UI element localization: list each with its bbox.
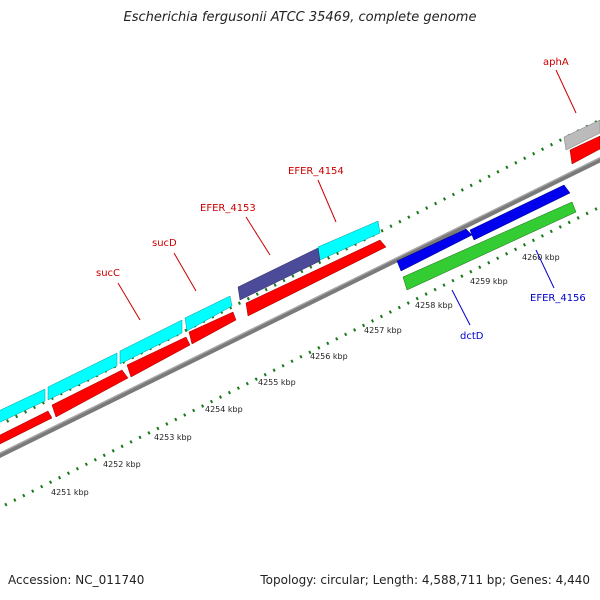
callout-dctd bbox=[451, 289, 471, 326]
callout-efer4153 bbox=[245, 216, 271, 256]
gene-cyan-4[interactable] bbox=[184, 295, 233, 332]
cds-red-3[interactable] bbox=[126, 336, 191, 378]
cds-red-6[interactable] bbox=[569, 135, 600, 165]
lower-tick-row bbox=[4, 205, 600, 507]
callout-sucd bbox=[173, 252, 197, 292]
label-dctd: dctD bbox=[460, 331, 484, 342]
genome-backbone bbox=[0, 157, 600, 458]
topology-summary: Topology: circular; Length: 4,588,711 bp… bbox=[260, 573, 590, 587]
gene-tracks bbox=[0, 119, 600, 449]
kbp-label: 4258 kbp bbox=[415, 301, 453, 310]
label-efer4156: EFER_4156 bbox=[530, 293, 586, 304]
gene-cyan-3[interactable] bbox=[119, 319, 183, 365]
gene-blue-2[interactable] bbox=[469, 184, 571, 241]
kbp-label: 4259 kbp bbox=[470, 277, 508, 286]
accession-label: Accession: NC_011740 bbox=[8, 573, 145, 587]
label-succ: sucC bbox=[96, 268, 120, 279]
label-sucd: sucD bbox=[152, 238, 177, 249]
callout-efer4156 bbox=[535, 249, 555, 289]
cds-red-4[interactable] bbox=[188, 311, 237, 345]
kbp-label: 4252 kbp bbox=[103, 460, 141, 469]
label-efer4153: EFER_4153 bbox=[200, 203, 256, 214]
kbp-labels: 4251 kbp 4252 kbp 4253 kbp 4254 kbp 4255… bbox=[51, 253, 560, 497]
gene-efer4153[interactable] bbox=[237, 247, 321, 301]
gene-cyan-1[interactable] bbox=[0, 388, 46, 427]
cds-red-2[interactable] bbox=[51, 369, 129, 418]
callout-succ bbox=[117, 282, 141, 321]
cds-red-5[interactable] bbox=[245, 239, 387, 317]
kbp-label: 4254 kbp bbox=[205, 405, 243, 414]
label-callouts bbox=[117, 69, 577, 326]
label-apha: aphA bbox=[543, 57, 569, 68]
kbp-label: 4260 kbp bbox=[522, 253, 560, 262]
gene-cyan-2[interactable] bbox=[47, 352, 118, 401]
kbp-label: 4256 kbp bbox=[310, 352, 348, 361]
kbp-label: 4251 kbp bbox=[51, 488, 89, 497]
kbp-label: 4253 kbp bbox=[154, 433, 192, 442]
kbp-label: 4255 kbp bbox=[258, 378, 296, 387]
map-title: Escherichia fergusonii ATCC 35469, compl… bbox=[123, 10, 477, 25]
gene-dctd[interactable] bbox=[402, 201, 577, 291]
callout-efer4154 bbox=[317, 179, 337, 223]
callout-apha bbox=[555, 69, 577, 114]
cds-red-1[interactable] bbox=[0, 410, 53, 449]
gene-apha[interactable] bbox=[563, 119, 600, 151]
gene-labels: sucC sucD EFER_4153 EFER_4154 aphA dctD … bbox=[96, 57, 586, 342]
kbp-label: 4257 kbp bbox=[364, 326, 402, 335]
label-efer4154: EFER_4154 bbox=[288, 166, 344, 177]
